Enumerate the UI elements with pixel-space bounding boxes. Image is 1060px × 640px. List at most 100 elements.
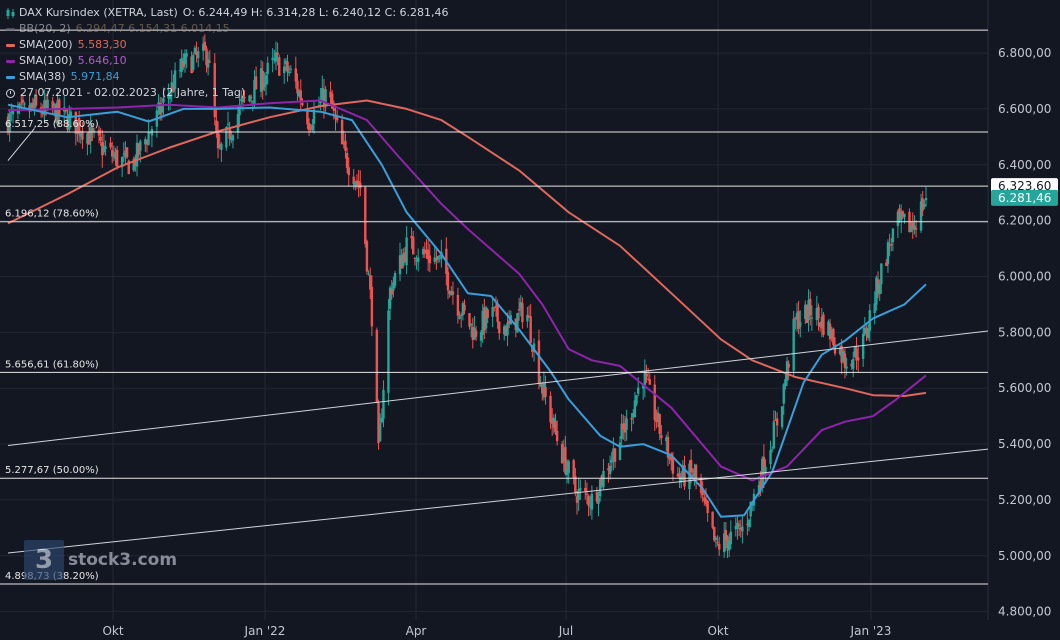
candle-body [236, 114, 240, 133]
candle-body [125, 147, 129, 158]
candle-body [273, 58, 276, 60]
candle-body [666, 436, 670, 458]
candle-body [911, 222, 914, 229]
candle-body [330, 93, 334, 109]
candle-body [656, 412, 660, 421]
candle-body [44, 100, 48, 108]
candle-body [757, 485, 761, 495]
legend-sma100[interactable]: SMA(100) 5.646,10 [6, 53, 449, 69]
candle-body [76, 121, 79, 131]
candle-body [183, 53, 187, 65]
candle-body [646, 378, 650, 380]
sma38-swatch [6, 75, 15, 79]
candle-body [456, 294, 460, 316]
candle-body [876, 279, 880, 293]
candle-body [451, 291, 455, 295]
sma200-swatch [6, 43, 15, 47]
candle-body [560, 443, 564, 464]
candle-body [306, 108, 309, 125]
chart-legend: DAX Kursindex (XETRA, Last) O: 6.244,49 … [6, 5, 449, 101]
x-tick-label: Jul [558, 624, 573, 638]
candle-body [309, 127, 312, 129]
candle-body [703, 497, 706, 501]
candle-body [713, 526, 716, 541]
legend-bb[interactable]: BB(20, 2) 6.294,47 6.154,31 6.014,15 [6, 21, 449, 37]
candle-body [714, 538, 718, 541]
candle-body [665, 437, 668, 442]
legend-title-row: DAX Kursindex (XETRA, Last) O: 6.244,49 … [6, 5, 449, 21]
candle-body [736, 522, 739, 530]
candle-body [357, 181, 360, 186]
candle-body [160, 105, 164, 113]
candle-body [818, 322, 822, 327]
candle-body [526, 314, 529, 322]
candle-body [345, 152, 349, 168]
candle-body [532, 343, 536, 351]
candle-body [208, 61, 211, 63]
candle-body [81, 131, 84, 140]
candle-body [137, 143, 140, 155]
candle-body [289, 68, 293, 70]
fib-level-label: 6.517,25 (88.60%) [5, 119, 99, 130]
fib-level-label: 5.656,61 (61.80%) [5, 359, 99, 370]
candle-body [919, 201, 923, 231]
candle-body [587, 496, 590, 506]
candle-body [423, 249, 427, 253]
candle-body [853, 346, 857, 357]
candle-body [259, 68, 263, 92]
candle-body [866, 327, 870, 338]
candle-body [891, 228, 895, 243]
candle-body [46, 99, 49, 109]
candle-body [575, 496, 579, 503]
candle-body [716, 542, 719, 544]
candle-body [807, 300, 810, 321]
candle-body [688, 463, 691, 489]
candle-body [104, 146, 107, 149]
candle-body [51, 100, 54, 110]
candle-body [68, 114, 71, 130]
candle-body [135, 142, 139, 167]
candle-body [795, 313, 799, 320]
candle-body [335, 116, 339, 121]
candle-body [468, 313, 471, 327]
candle-body [296, 80, 299, 94]
candle-body [20, 102, 23, 104]
candle-body [886, 242, 890, 265]
candle-body [29, 103, 33, 109]
candle-body [875, 277, 878, 305]
legend-sma200[interactable]: SMA(200) 5.583,30 [6, 37, 449, 53]
candle-body [398, 255, 402, 275]
candle-body [842, 350, 845, 361]
candle-body [484, 307, 488, 329]
candle-body [243, 96, 246, 99]
candle-body [504, 326, 508, 336]
candle-body [618, 442, 622, 461]
candle-body [584, 487, 587, 491]
sma200-value: 5.583,30 [77, 38, 127, 51]
candle-body [201, 43, 205, 51]
legend-title: DAX Kursindex (XETRA, Last) [19, 6, 178, 19]
candle-body [132, 158, 135, 171]
candle-body [683, 465, 686, 487]
candle-body [898, 208, 901, 220]
candle-body [670, 453, 673, 461]
candle-body [658, 414, 661, 434]
candle-body [600, 475, 604, 486]
candle-body [10, 112, 13, 114]
y-tick-label: 5.200,00 [998, 493, 1051, 507]
candle-body [284, 60, 288, 64]
candle-body [402, 253, 405, 266]
candle-body [527, 316, 531, 318]
candle-body [668, 455, 671, 460]
y-tick-label: 6.000,00 [998, 269, 1051, 283]
candle-body [180, 58, 183, 72]
candle-body [458, 316, 461, 319]
legend-sma38[interactable]: SMA(38) 5.971,84 [6, 69, 449, 85]
candle-body [249, 96, 253, 98]
candle-body [630, 418, 633, 420]
candle-body [329, 91, 332, 98]
candle-body [352, 176, 355, 185]
candle-body [299, 90, 302, 102]
candle-body [412, 236, 415, 255]
